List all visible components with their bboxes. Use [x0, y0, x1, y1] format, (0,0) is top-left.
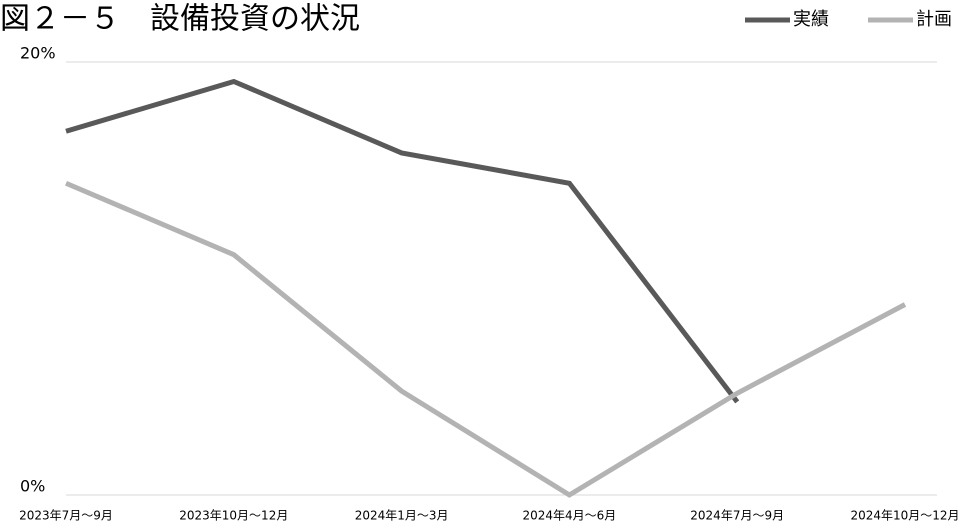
- x-tick-label: 2023年10月～12月: [179, 509, 288, 523]
- series-line: [65, 78, 740, 404]
- series-line: [65, 180, 907, 498]
- x-tick-label: 2023年7月～9月: [19, 509, 113, 523]
- x-tick-label: 2024年10月～12月: [850, 509, 959, 523]
- x-tick-label: 2024年1月～3月: [355, 509, 449, 523]
- y-tick-label: 0%: [20, 477, 45, 496]
- x-tick-label: 2024年4月～6月: [522, 509, 616, 523]
- legend-label: 実績: [793, 9, 829, 30]
- y-tick-label: 20%: [20, 44, 56, 63]
- legend-label: 計画: [916, 9, 952, 30]
- chart-title: 図２－５ 設備投資の状況: [0, 2, 360, 37]
- x-tick-label: 2024年7月～9月: [690, 509, 784, 523]
